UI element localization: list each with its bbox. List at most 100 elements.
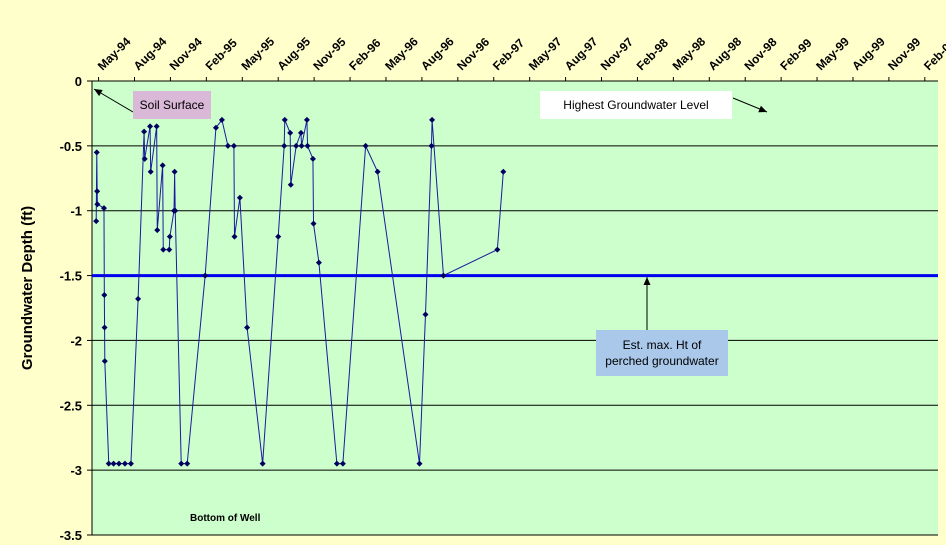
x-tick-label: May-97 (526, 34, 565, 73)
data-point (93, 218, 100, 225)
data-point (416, 460, 423, 467)
data-point (160, 246, 167, 253)
y-tick-label: -3.5 (60, 528, 82, 543)
perched-arrow-head (643, 277, 651, 285)
data-point (171, 168, 178, 175)
x-tick-label: Feb-96 (346, 36, 383, 73)
data-point (101, 324, 108, 331)
x-tick-label: Aug-95 (274, 34, 313, 73)
y-tick-label: -1.5 (60, 269, 82, 284)
data-point (184, 460, 191, 467)
data-point (121, 460, 128, 467)
y-axis-title: Groundwater Depth (ft) (19, 206, 36, 370)
plot-area (92, 81, 938, 535)
highest-groundwater-annotation: Highest Groundwater Level (540, 91, 732, 119)
soil-surface-annotation: Soil Surface (133, 91, 211, 119)
data-point (287, 129, 294, 136)
data-point (494, 246, 501, 253)
data-point (94, 188, 101, 195)
data-point (231, 233, 238, 240)
data-point (159, 162, 166, 169)
data-point (303, 116, 310, 123)
perched-groundwater-annotation: Est. max. Ht of perched groundwater (596, 330, 728, 376)
x-tick-label: Aug-94 (131, 34, 170, 73)
x-tick-label: Feb-98 (634, 36, 671, 73)
x-tick-label: Nov-96 (454, 35, 492, 73)
data-point (244, 324, 251, 331)
x-tick-label: Nov-94 (167, 35, 205, 73)
data-point (218, 116, 225, 123)
data-point (259, 460, 266, 467)
y-tick-label: -2.5 (60, 398, 82, 413)
x-tick-label: Nov-95 (310, 35, 348, 73)
data-point (428, 142, 435, 149)
data-point (297, 129, 304, 136)
data-point (333, 460, 340, 467)
data-point (166, 233, 173, 240)
data-point (147, 168, 154, 175)
data-point (147, 123, 154, 130)
data-point (281, 116, 288, 123)
y-tick-label: -2 (70, 333, 82, 348)
x-tick-label: Feb-95 (203, 36, 240, 73)
data-point (135, 295, 142, 302)
x-tick-label: Aug-97 (562, 34, 601, 73)
x-tick-label: Nov-97 (598, 35, 636, 73)
soil-arrow-head (94, 89, 103, 97)
data-point (93, 149, 100, 156)
data-point (293, 142, 300, 149)
data-point (154, 227, 161, 234)
data-point (339, 460, 346, 467)
x-tick-label: Aug-96 (418, 34, 457, 73)
data-point (310, 220, 317, 227)
data-point (127, 460, 134, 467)
data-point (500, 168, 507, 175)
data-point (100, 205, 107, 212)
data-point (287, 181, 294, 188)
bottom-of-well-annotation: Bottom of Well (190, 513, 261, 524)
y-tick-label: -1 (70, 204, 82, 219)
data-point (141, 155, 148, 162)
x-tick-label: Nov-99 (885, 35, 923, 73)
x-tick-label: May-98 (670, 34, 709, 73)
x-tick-label: May-99 (813, 34, 852, 73)
data-point (230, 142, 237, 149)
data-point (304, 142, 311, 149)
x-tick-label: May-94 (95, 34, 134, 73)
data-point (281, 142, 288, 149)
x-tick-label: May-96 (382, 34, 421, 73)
y-tick-label: -3 (70, 463, 82, 478)
y-tick-label: 0 (75, 74, 82, 89)
x-tick-label: Feb-99 (777, 36, 814, 73)
data-point (309, 155, 316, 162)
data-point (202, 272, 209, 279)
x-tick-label: Feb-97 (490, 36, 527, 73)
data-point (110, 460, 117, 467)
data-point (362, 142, 369, 149)
data-point (315, 259, 322, 266)
data-point (101, 292, 108, 299)
data-point (212, 124, 219, 131)
data-point (105, 460, 112, 467)
x-tick-label: Aug-98 (706, 34, 745, 73)
data-point (101, 358, 108, 365)
data-point (440, 272, 447, 279)
data-point (153, 123, 160, 130)
perched-annotation-line-1: Est. max. Ht of (622, 338, 702, 352)
high-arrow-head (758, 105, 767, 113)
data-point (94, 201, 101, 208)
data-point (178, 460, 185, 467)
data-point (172, 207, 179, 214)
data-point (374, 168, 381, 175)
x-tick-label: Feb-00 (921, 36, 946, 73)
data-point (166, 246, 173, 253)
data-point (422, 311, 429, 318)
perched-annotation-line-2: perched groundwater (605, 354, 719, 368)
x-tick-label: Nov-98 (741, 35, 779, 73)
data-point (275, 233, 282, 240)
data-point (298, 142, 305, 149)
data-point (115, 460, 122, 467)
x-tick-label: May-95 (239, 34, 278, 73)
